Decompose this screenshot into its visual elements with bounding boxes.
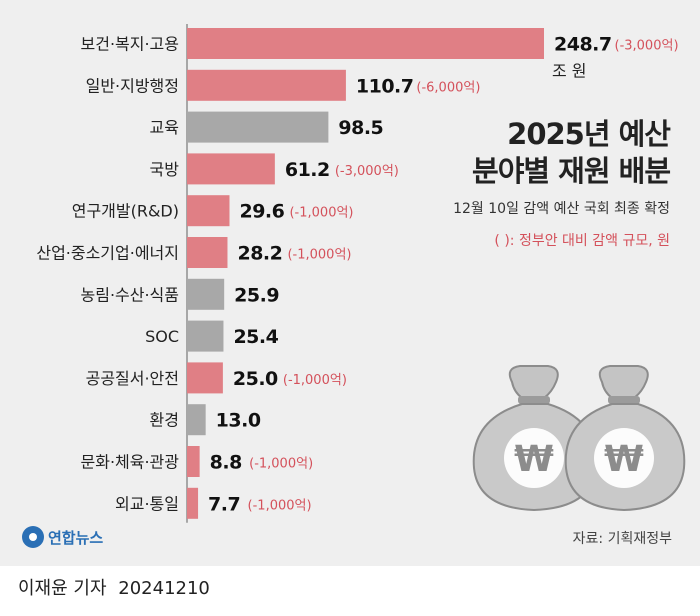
chart-title-block: 2025년 예산 분야별 재원 배분 12월 10일 감액 예산 국회 최종 확… (453, 116, 671, 250)
money-bag-icon: ₩ (472, 365, 598, 512)
value-label: 7.7 (208, 493, 240, 515)
category-label: 환경 (150, 411, 179, 430)
bar (187, 195, 230, 227)
svg-text:₩: ₩ (514, 439, 554, 480)
category-label: 문화·체육·관광 (81, 453, 180, 472)
chart-title-line-1: 2025년 예산 (507, 117, 671, 151)
bar-chart: 보건·복지·고용 248.7 (-3,000억)조 원일반·지방행정 110.7 (-6… (36, 24, 686, 523)
bar (187, 446, 200, 477)
value-label: 25.0 (233, 368, 278, 390)
category-label: 산업·중소기업·에너지 (36, 244, 179, 263)
publish-date: 20241210 (118, 578, 210, 599)
reduction-label: (-3,000억) (335, 164, 399, 179)
category-label: 교육 (150, 118, 179, 137)
value-label: 248.7 (554, 34, 612, 56)
bar (187, 362, 223, 394)
legend-note: ( ): 정부안 대비 감액 규모, 원 (494, 233, 670, 249)
bar (187, 153, 275, 185)
value-label: 110.7 (356, 75, 414, 97)
category-label: 연구개발(R&D) (72, 202, 179, 221)
bar (187, 237, 228, 268)
value-label: 13.0 (216, 410, 261, 432)
unit-label: 조 원 (552, 62, 587, 81)
reduction-label: (-1,000억) (249, 457, 313, 472)
footer-bar (0, 566, 700, 616)
svg-text:₩: ₩ (604, 439, 644, 480)
money-bag-icon: ₩ (564, 365, 686, 512)
category-label: 보건·복지·고용 (81, 35, 180, 54)
byline: 이재윤 기자 20241210 (18, 574, 210, 600)
category-label: 일반·지방행정 (86, 76, 179, 95)
reduction-label: (-1,000억) (248, 498, 312, 513)
category-label: 공공질서·안전 (86, 369, 179, 388)
money-bags-illustration: ₩ ₩ (472, 365, 686, 512)
category-label: SOC (145, 327, 179, 346)
reduction-label: (-1,000억) (289, 206, 353, 221)
category-label: 농림·수산·식품 (81, 285, 180, 304)
bar (187, 111, 329, 143)
bar (187, 278, 225, 310)
logo-text: 연합뉴스 (48, 528, 104, 547)
bar (187, 487, 199, 519)
bar (187, 69, 346, 101)
value-label: 61.2 (285, 159, 330, 181)
chart-title-line-2: 분야별 재원 배분 (472, 154, 671, 188)
source-note: 자료: 기획재정부 (572, 531, 672, 547)
value-label: 8.8 (210, 452, 242, 474)
value-label: 25.9 (234, 284, 279, 306)
value-label: 28.2 (237, 243, 282, 265)
bar (187, 320, 224, 352)
value-label: 29.6 (239, 201, 284, 223)
publisher-logo: 연합뉴스 (22, 526, 103, 548)
reduction-label: (-1,000억) (283, 373, 347, 388)
reduction-label: (-1,000억) (287, 248, 351, 263)
reduction-label: (-3,000억) (615, 39, 679, 54)
value-label: 25.4 (233, 326, 278, 348)
reduction-label: (-6,000억) (416, 80, 480, 95)
category-label: 외교·통일 (115, 494, 179, 513)
category-label: 국방 (150, 160, 180, 179)
logo-icon (22, 526, 44, 548)
value-label: 98.5 (338, 117, 383, 139)
reporter-name: 이재윤 기자 (18, 578, 107, 599)
bar (187, 28, 544, 59)
chart-subtitle: 12월 10일 감액 예산 국회 최종 확정 (453, 201, 670, 217)
bar (187, 404, 206, 436)
